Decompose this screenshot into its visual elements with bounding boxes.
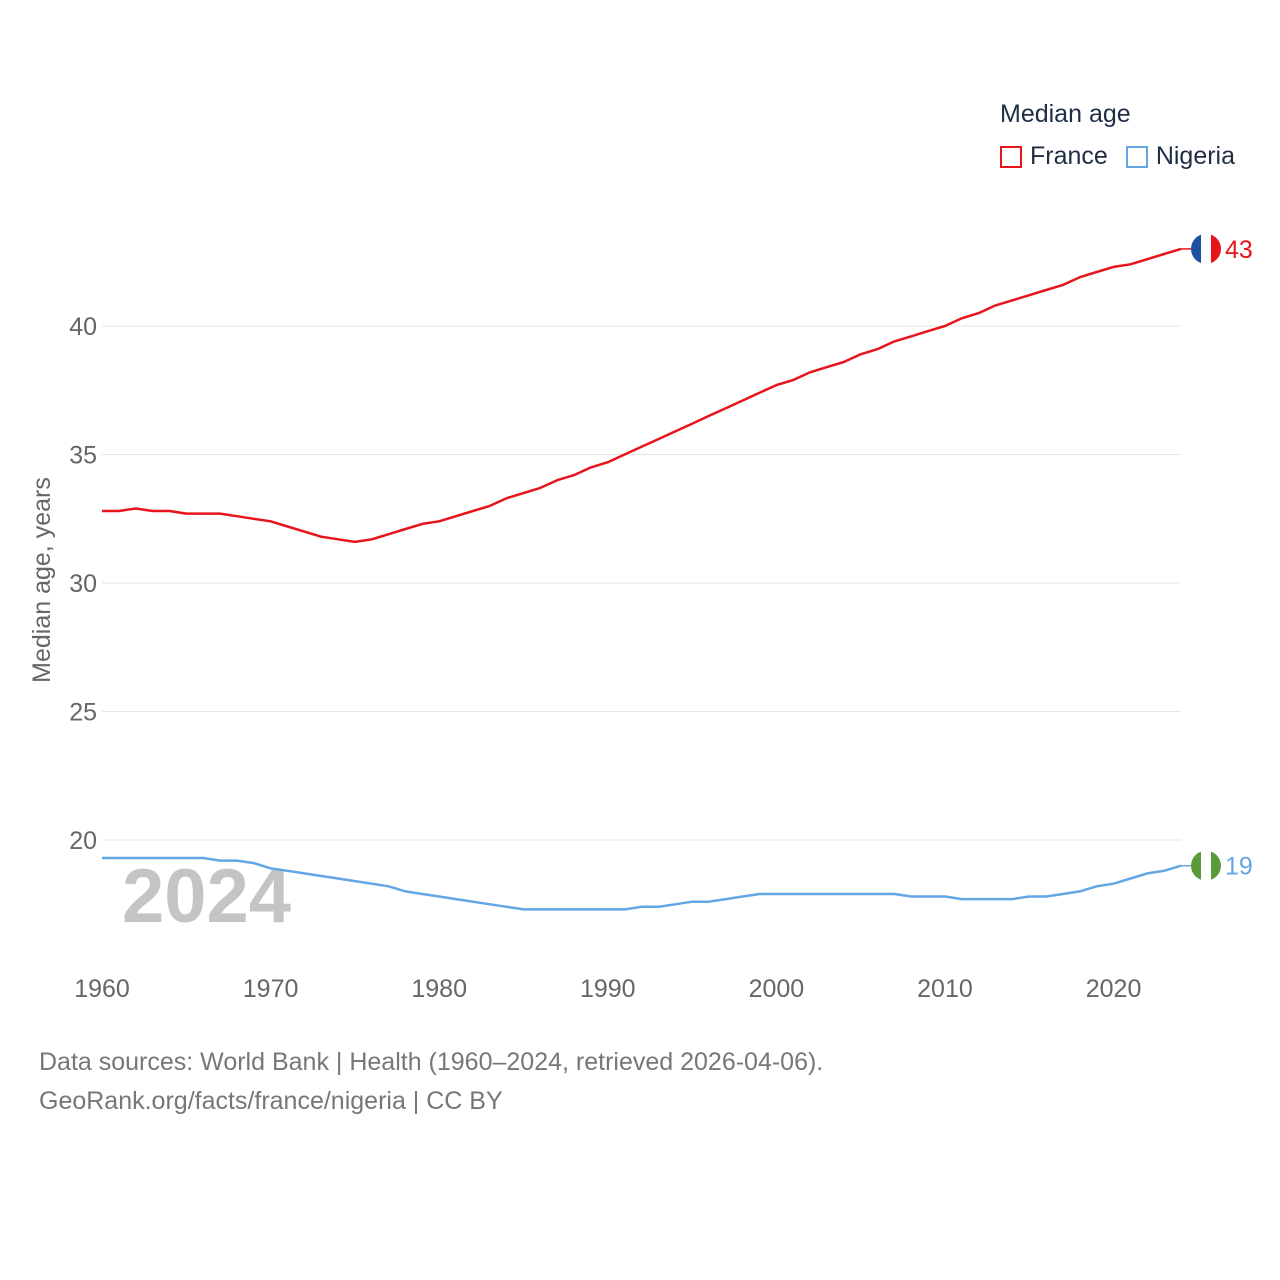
source-line-1: Data sources: World Bank | Health (1960–…: [39, 1048, 824, 1076]
x-tick-label: 1980: [411, 975, 467, 1003]
y-tick-label: 20: [69, 827, 97, 855]
flag-france-icon: [1191, 233, 1221, 264]
x-tick-label: 2000: [749, 975, 805, 1003]
grid-lines: [102, 325, 1181, 841]
series-line-france: [102, 247, 1182, 544]
y-tick-label: 25: [69, 699, 97, 727]
x-tick-label: 1990: [580, 975, 636, 1003]
x-axis-ticks: 1960 1970 1980 1990 2000 2010 2020: [74, 975, 1141, 1003]
series-line-nigeria: [102, 856, 1182, 911]
end-markers: 43 19: [1181, 233, 1253, 881]
y-tick-label: 35: [69, 442, 97, 470]
end-label-nigeria: 19: [1225, 853, 1253, 881]
legend-title: Median age: [1000, 100, 1131, 128]
y-tick-label: 30: [69, 570, 97, 598]
source-line-2[interactable]: GeoRank.org/facts/france/nigeria | CC BY: [39, 1087, 503, 1115]
y-tick-label: 40: [69, 313, 97, 341]
y-axis-label: Median age, years: [28, 477, 56, 683]
series-layer: [102, 247, 1182, 911]
legend-item-nigeria[interactable]: Nigeria: [1125, 142, 1236, 171]
y-axis-ticks: 20 25 30 35 40: [69, 313, 97, 855]
legend-label-nigeria: Nigeria: [1155, 142, 1236, 170]
year-overlay: 2024: [122, 854, 291, 939]
x-tick-label: 2020: [1086, 975, 1142, 1003]
data-source-note: Data sources: World Bank | Health (1960–…: [39, 1043, 823, 1121]
x-tick-label: 1970: [243, 975, 299, 1003]
legend-label-france: France: [1030, 142, 1108, 170]
legend-swatch-nigeria: [1125, 145, 1148, 168]
x-tick-label: 1960: [74, 975, 130, 1003]
legend: France Nigeria: [1000, 142, 1235, 171]
x-tick-label: 2010: [917, 975, 973, 1003]
end-label-france: 43: [1225, 236, 1253, 264]
flag-nigeria-icon: [1191, 850, 1221, 881]
legend-item-france[interactable]: France: [1000, 142, 1108, 171]
legend-swatch-france: [1000, 145, 1022, 168]
